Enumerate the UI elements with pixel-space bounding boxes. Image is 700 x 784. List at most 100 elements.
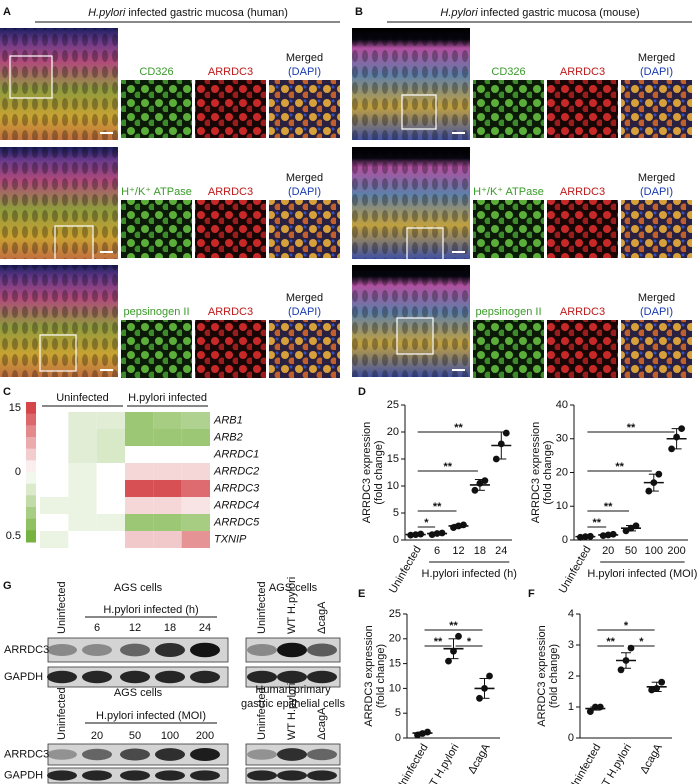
stain-label: pepsinogen II bbox=[123, 306, 189, 318]
stain-label: ARRDC3 bbox=[560, 186, 605, 198]
micrograph-zoom bbox=[121, 200, 192, 258]
lane-label: WT H.pylori bbox=[286, 577, 298, 634]
y-tick-label: 20 bbox=[389, 633, 401, 645]
stain-label: Merged bbox=[638, 52, 675, 64]
colorbar-step bbox=[26, 402, 36, 415]
y-axis-label: ARRDC3 expression bbox=[530, 422, 542, 523]
gene-label: ARB1 bbox=[213, 414, 243, 426]
heatmap-cell bbox=[96, 514, 125, 531]
title-italic: H.pylori bbox=[88, 7, 126, 19]
blot-band bbox=[190, 770, 220, 781]
data-point bbox=[445, 657, 452, 665]
stain-label: (DAPI) bbox=[288, 186, 321, 198]
blot-band bbox=[190, 747, 220, 762]
y-tick-label: 5 bbox=[393, 507, 399, 519]
title-text: infected gastric mucosa (human) bbox=[128, 7, 288, 19]
blot-band bbox=[307, 770, 337, 781]
inset-box bbox=[401, 94, 437, 130]
lane-label: Uninfected bbox=[256, 687, 268, 740]
blot-band bbox=[247, 770, 277, 781]
colorbar-step bbox=[26, 425, 36, 438]
lane-label: ΔcagA bbox=[316, 601, 328, 634]
colorbar-step bbox=[26, 530, 36, 543]
micrograph-zoom bbox=[269, 80, 340, 138]
blot-band bbox=[307, 643, 337, 657]
blot-band bbox=[190, 670, 220, 684]
error-bar bbox=[479, 677, 490, 699]
group-label: Uninfected bbox=[56, 392, 109, 404]
heatmap-cell bbox=[181, 412, 210, 429]
micrograph-texture bbox=[0, 265, 118, 377]
heatmap-cell bbox=[96, 463, 125, 480]
micrograph-zoom bbox=[547, 80, 618, 138]
cell-type-label: gastric epithelial cells bbox=[241, 698, 345, 710]
heatmap-cell bbox=[125, 514, 154, 531]
y-tick-label: 5 bbox=[395, 707, 401, 719]
stain-label: pepsinogen II bbox=[475, 306, 541, 318]
colorbar-step bbox=[26, 437, 36, 450]
x-tick-label: Uninfected bbox=[567, 742, 604, 784]
group-label: H.pylori infected bbox=[128, 392, 207, 404]
y-axis-label: ARRDC3 expression bbox=[536, 625, 548, 726]
heatmap-cell bbox=[40, 497, 69, 514]
micrograph-texture bbox=[352, 28, 470, 140]
significance-label: ** bbox=[444, 461, 453, 473]
y-tick-label: 20 bbox=[556, 466, 568, 478]
y-tick-label: 0 bbox=[395, 732, 401, 744]
blot-band bbox=[277, 770, 307, 781]
blot-band bbox=[307, 748, 337, 761]
panel-letter: F bbox=[528, 588, 535, 600]
x-tick-label: Uninfected bbox=[394, 742, 431, 784]
blot-band bbox=[120, 770, 150, 781]
colorbar-step bbox=[26, 507, 36, 520]
heatmap-cell bbox=[125, 463, 154, 480]
heatmap-cell bbox=[68, 429, 97, 446]
y-tick-label: 2 bbox=[568, 670, 574, 682]
panel-title: H.pylori infected gastric mucosa (mouse) bbox=[440, 7, 639, 19]
blot-band bbox=[120, 670, 150, 684]
lane-label: Uninfected bbox=[56, 687, 68, 740]
x-tick-label: 200 bbox=[667, 545, 685, 557]
error-bar bbox=[648, 473, 659, 492]
y-axis-label: ARRDC3 expression bbox=[361, 422, 373, 523]
heatmap-cell bbox=[125, 480, 154, 497]
lane-label: ΔcagA bbox=[316, 707, 328, 740]
heatmap-cell bbox=[40, 446, 69, 463]
y-tick-label: 10 bbox=[387, 480, 399, 492]
x-tick-label: 12 bbox=[452, 545, 464, 557]
stain-label: (DAPI) bbox=[640, 66, 673, 78]
lane-label: 50 bbox=[129, 730, 141, 742]
error-bar bbox=[651, 681, 662, 692]
gene-label: ARRDC3 bbox=[213, 482, 260, 494]
error-bar bbox=[453, 523, 464, 529]
micrograph-zoom bbox=[269, 320, 340, 378]
y-axis-label: ARRDC3 expression bbox=[363, 625, 375, 726]
stain-label: Merged bbox=[286, 172, 323, 184]
gene-label: ARB2 bbox=[213, 431, 243, 443]
colorbar-step bbox=[26, 483, 36, 496]
heatmap-cell bbox=[68, 531, 97, 548]
heatmap-cell bbox=[68, 497, 97, 514]
data-point bbox=[486, 672, 493, 680]
colorbar-label: 0.5 bbox=[6, 530, 21, 542]
lane-label: Uninfected bbox=[56, 581, 68, 634]
blot-band bbox=[155, 748, 185, 761]
blot-band bbox=[82, 644, 112, 656]
y-tick-label: 0 bbox=[393, 534, 399, 546]
stain-label: (DAPI) bbox=[288, 66, 321, 78]
gene-label: ARRDC1 bbox=[213, 448, 259, 460]
heatmap-cell bbox=[40, 514, 69, 531]
y-tick-label: 20 bbox=[387, 426, 399, 438]
cell-type-label: AGS cells bbox=[269, 582, 318, 594]
stain-label: ARRDC3 bbox=[560, 66, 605, 78]
lane-label: 12 bbox=[129, 622, 141, 634]
panel-letter: D bbox=[358, 386, 366, 398]
blot-band bbox=[47, 670, 77, 684]
stain-label: CD326 bbox=[139, 66, 173, 78]
blot-band bbox=[82, 670, 112, 684]
data-point bbox=[502, 429, 510, 437]
heatmap-cell bbox=[153, 446, 182, 463]
x-tick-label: 18 bbox=[474, 545, 486, 557]
heatmap-cell bbox=[40, 429, 69, 446]
